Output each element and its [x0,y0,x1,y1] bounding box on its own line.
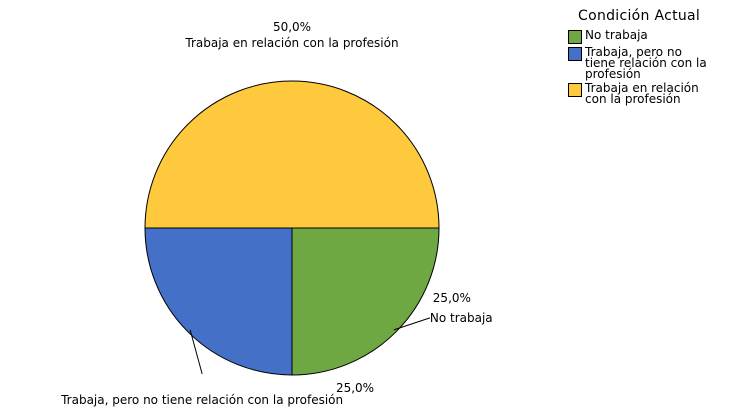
value-label: 50,0% [273,20,311,34]
leader-line [189,329,203,374]
legend-label: No trabaja [585,28,648,42]
pie-slice [144,80,440,229]
legend: Condición Actual No trabaja Trabaja, pero… [568,8,744,108]
legend-item: Trabaja en relación con la profesión [568,81,744,106]
pie-slice [144,227,293,376]
legend-item: No trabaja [568,28,744,44]
legend-label: Trabaja en relación con la profesión [585,81,699,106]
legend-swatch [568,47,582,61]
slice-label: Trabaja, pero no tiene relación con la p… [60,393,343,407]
legend-item: Trabaja, pero no tiene relación con la p… [568,45,744,81]
pie-slice [291,227,440,376]
legend-swatch [568,83,582,97]
slice-label: No trabaja [430,311,493,325]
leader-line [393,317,431,331]
legend-swatch [568,30,582,44]
value-label: 25,0% [433,291,471,305]
value-label: 25,0% [336,381,374,395]
legend-title: Condición Actual [578,8,701,24]
legend-label: Trabaja, pero no tiene relación con la p… [585,45,707,81]
slice-label: Trabaja en relación con la profesión [184,36,398,50]
